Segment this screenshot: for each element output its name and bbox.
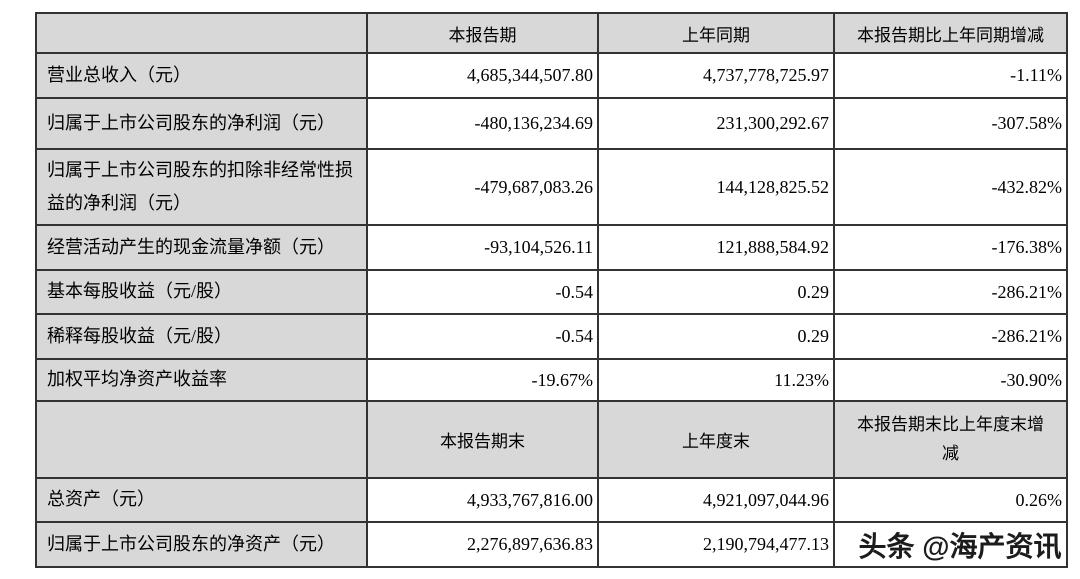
row-label: 归属于上市公司股东的净利润（元） <box>35 97 368 150</box>
header-period-end-change-text: 本报告期末比上年度末增减 <box>857 415 1044 463</box>
table-row-net-profit: 归属于上市公司股东的净利润（元） -480,136,234.69 231,300… <box>35 97 1068 150</box>
value-current: -19.67% <box>366 358 599 402</box>
value-current: 2,276,897,636.83 <box>366 521 599 568</box>
value-change: -286.21% <box>833 313 1068 360</box>
table-row-net-assets: 归属于上市公司股东的净资产（元） 2,276,897,636.83 2,190,… <box>35 521 1068 568</box>
header-empty-cell <box>35 12 368 54</box>
table-row-net-profit-excl-nonrecurring: 归属于上市公司股东的扣除非经常性损益的净利润（元） -479,687,083.2… <box>35 148 1068 226</box>
value-current: -479,687,083.26 <box>366 148 599 226</box>
value-change: -1.11% <box>833 52 1068 99</box>
value-prior: 11.23% <box>597 358 835 402</box>
header-empty-cell <box>35 400 368 479</box>
header-row-period: 本报告期 上年同期 本报告期比上年同期增减 <box>35 12 1068 54</box>
value-change: -307.58% <box>833 97 1068 150</box>
value-prior: 231,300,292.67 <box>597 97 835 150</box>
value-change: -432.82% <box>833 148 1068 226</box>
table-row-basic-eps: 基本每股收益（元/股） -0.54 0.29 -286.21% <box>35 269 1068 315</box>
value-change: -286.21% <box>833 269 1068 315</box>
table-row-operating-cash-flow: 经营活动产生的现金流量净额（元） -93,104,526.11 121,888,… <box>35 224 1068 271</box>
table-row-weighted-roe: 加权平均净资产收益率 -19.67% 11.23% -30.90% <box>35 358 1068 402</box>
header-current-period-end: 本报告期末 <box>366 400 599 479</box>
value-change: -30.90% <box>833 358 1068 402</box>
header-period-end-change: 本报告期末比上年度末增减 <box>833 400 1068 479</box>
value-prior: 144,128,825.52 <box>597 148 835 226</box>
row-label: 归属于上市公司股东的扣除非经常性损益的净利润（元） <box>35 148 368 226</box>
value-current: -0.54 <box>366 313 599 360</box>
row-label: 归属于上市公司股东的净资产（元） <box>35 521 368 568</box>
value-prior: 4,921,097,044.96 <box>597 477 835 523</box>
row-label: 加权平均净资产收益率 <box>35 358 368 402</box>
value-current: -0.54 <box>366 269 599 315</box>
value-change: 0.26% <box>833 477 1068 523</box>
header-row-period-end: 本报告期末 上年度末 本报告期末比上年度末增减 <box>35 400 1068 479</box>
table-row-total-revenue: 营业总收入（元） 4,685,344,507.80 4,737,778,725.… <box>35 52 1068 99</box>
value-current: -93,104,526.11 <box>366 224 599 271</box>
value-change: -176.38% <box>833 224 1068 271</box>
row-label: 经营活动产生的现金流量净额（元） <box>35 224 368 271</box>
header-current-period: 本报告期 <box>366 12 599 54</box>
row-label: 总资产（元） <box>35 477 368 523</box>
value-prior: 0.29 <box>597 269 835 315</box>
value-current: 4,933,767,816.00 <box>366 477 599 523</box>
header-prior-period: 上年同期 <box>597 12 835 54</box>
value-current: -480,136,234.69 <box>366 97 599 150</box>
row-label: 稀释每股收益（元/股） <box>35 313 368 360</box>
value-prior: 4,737,778,725.97 <box>597 52 835 99</box>
row-label: 基本每股收益（元/股） <box>35 269 368 315</box>
value-current: 4,685,344,507.80 <box>366 52 599 99</box>
table-row-diluted-eps: 稀释每股收益（元/股） -0.54 0.29 -286.21% <box>35 313 1068 360</box>
value-prior: 0.29 <box>597 313 835 360</box>
financial-summary-table: 本报告期 上年同期 本报告期比上年同期增减 营业总收入（元） 4,685,344… <box>35 12 1068 568</box>
row-label: 营业总收入（元） <box>35 52 368 99</box>
value-change <box>833 521 1068 568</box>
header-period-change: 本报告期比上年同期增减 <box>833 12 1068 54</box>
value-prior: 2,190,794,477.13 <box>597 521 835 568</box>
table-row-total-assets: 总资产（元） 4,933,767,816.00 4,921,097,044.96… <box>35 477 1068 523</box>
value-prior: 121,888,584.92 <box>597 224 835 271</box>
header-prior-year-end: 上年度末 <box>597 400 835 479</box>
